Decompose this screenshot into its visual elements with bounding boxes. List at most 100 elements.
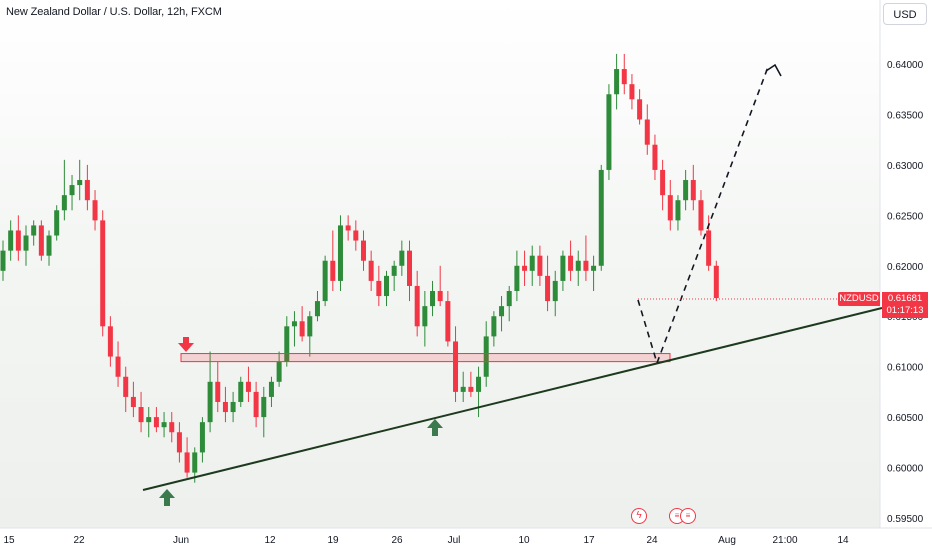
- time-tick-label: Jul: [448, 535, 461, 546]
- candle-body: [407, 250, 413, 286]
- time-tick-label: 15: [3, 535, 15, 546]
- bar-countdown: 01:17:13: [886, 305, 924, 316]
- candle-body: [353, 230, 359, 241]
- candle-body: [345, 225, 351, 231]
- price-tick-label: 0.60500: [887, 413, 924, 424]
- candle-body: [215, 381, 221, 402]
- candle-body: [69, 185, 75, 196]
- candle-body: [606, 94, 612, 170]
- candle-body: [253, 391, 259, 418]
- candle-body: [713, 265, 719, 299]
- candle-body: [284, 326, 290, 362]
- currency-button[interactable]: USD: [883, 3, 927, 25]
- symbol-tag: NZDUSD: [838, 292, 880, 306]
- candle-body: [514, 265, 520, 291]
- candle-body: [545, 275, 551, 302]
- candle-body: [314, 301, 320, 317]
- time-tick-label: 10: [518, 535, 530, 546]
- time-axis[interactable]: 15 22 Jun 12 19 26 Jul 10 17 24 Aug 21:00 14: [3, 535, 849, 546]
- candle-body: [583, 260, 589, 271]
- candle-body: [522, 265, 528, 271]
- candle-body: [8, 230, 14, 251]
- price-tick-label: 0.63000: [887, 161, 924, 172]
- candle-body: [15, 230, 21, 251]
- down-arrow-marker: [178, 337, 194, 352]
- candle-body: [644, 119, 650, 145]
- candle-body: [552, 280, 558, 302]
- candle-body: [84, 180, 90, 201]
- candle-body: [629, 84, 635, 100]
- up-arrow-marker: [159, 489, 175, 506]
- time-tick-label: 19: [327, 535, 339, 546]
- candle-body: [153, 417, 159, 428]
- candle-body: [483, 336, 489, 377]
- candle-body: [54, 210, 60, 236]
- candle-body: [46, 235, 52, 256]
- candle-body: [453, 341, 459, 392]
- candle-body: [92, 200, 98, 221]
- price-tick-label: 0.60000: [887, 464, 924, 475]
- candle-body: [322, 260, 328, 302]
- candle-body: [38, 225, 44, 256]
- candle-body: [238, 381, 244, 402]
- candle-body: [230, 401, 236, 413]
- candle-body: [683, 180, 689, 201]
- us-flag-icon[interactable]: ≡: [680, 508, 696, 524]
- candle-body: [499, 306, 505, 317]
- candle-body: [414, 285, 420, 327]
- candle-body: [77, 180, 83, 186]
- candle-body: [667, 195, 673, 221]
- time-tick-label: Jun: [173, 535, 189, 546]
- projection-arrowhead: [765, 63, 782, 77]
- chart-title: New Zealand Dollar / U.S. Dollar, 12h, F…: [6, 6, 222, 18]
- candle-body: [675, 200, 681, 221]
- candle-body: [123, 376, 129, 397]
- candle-body: [637, 99, 643, 120]
- candle-body: [460, 386, 466, 392]
- candle-body: [368, 260, 374, 281]
- candle-body: [529, 255, 535, 271]
- candle-body: [598, 169, 604, 266]
- candle-body: [568, 255, 574, 271]
- candle-body: [430, 291, 436, 307]
- price-tick-label: 0.63500: [887, 110, 924, 121]
- candle-body: [299, 321, 305, 337]
- candle-body: [184, 452, 190, 473]
- candle-series: [0, 53, 719, 483]
- candle-body: [660, 169, 666, 196]
- candle-body: [199, 422, 205, 453]
- candle-body: [176, 432, 182, 453]
- candle-body: [445, 301, 451, 342]
- candle-body: [31, 225, 37, 236]
- candle-body: [621, 69, 627, 85]
- time-tick-label: 26: [391, 535, 403, 546]
- time-tick-label: 21:00: [772, 535, 797, 546]
- candle-body: [307, 316, 313, 337]
- candle-body: [706, 230, 712, 266]
- projection-path: [637, 66, 769, 366]
- up-arrow-marker: [427, 419, 443, 436]
- candle-body: [537, 255, 543, 276]
- candle-body: [107, 326, 113, 357]
- candle-body: [468, 386, 474, 392]
- chart-drawings: [142, 63, 883, 506]
- time-tick-label: 17: [583, 535, 595, 546]
- lightning-icon[interactable]: ϟ: [631, 508, 647, 524]
- candle-body: [437, 291, 443, 302]
- candle-body: [115, 356, 121, 377]
- candle-body: [614, 69, 620, 95]
- price-tick-label: 0.64000: [887, 60, 924, 71]
- candle-body: [591, 265, 597, 271]
- candle-body: [330, 260, 336, 281]
- candle-body: [422, 306, 428, 327]
- candle-body: [23, 235, 29, 251]
- time-tick-label: Aug: [718, 535, 736, 546]
- candle-body: [0, 250, 6, 271]
- candle-body: [138, 407, 144, 423]
- candle-body: [169, 422, 175, 433]
- candle-body: [560, 255, 566, 281]
- price-tick-label: 0.62000: [887, 262, 924, 273]
- time-tick-label: 14: [837, 535, 849, 546]
- chart-background[interactable]: [0, 0, 880, 528]
